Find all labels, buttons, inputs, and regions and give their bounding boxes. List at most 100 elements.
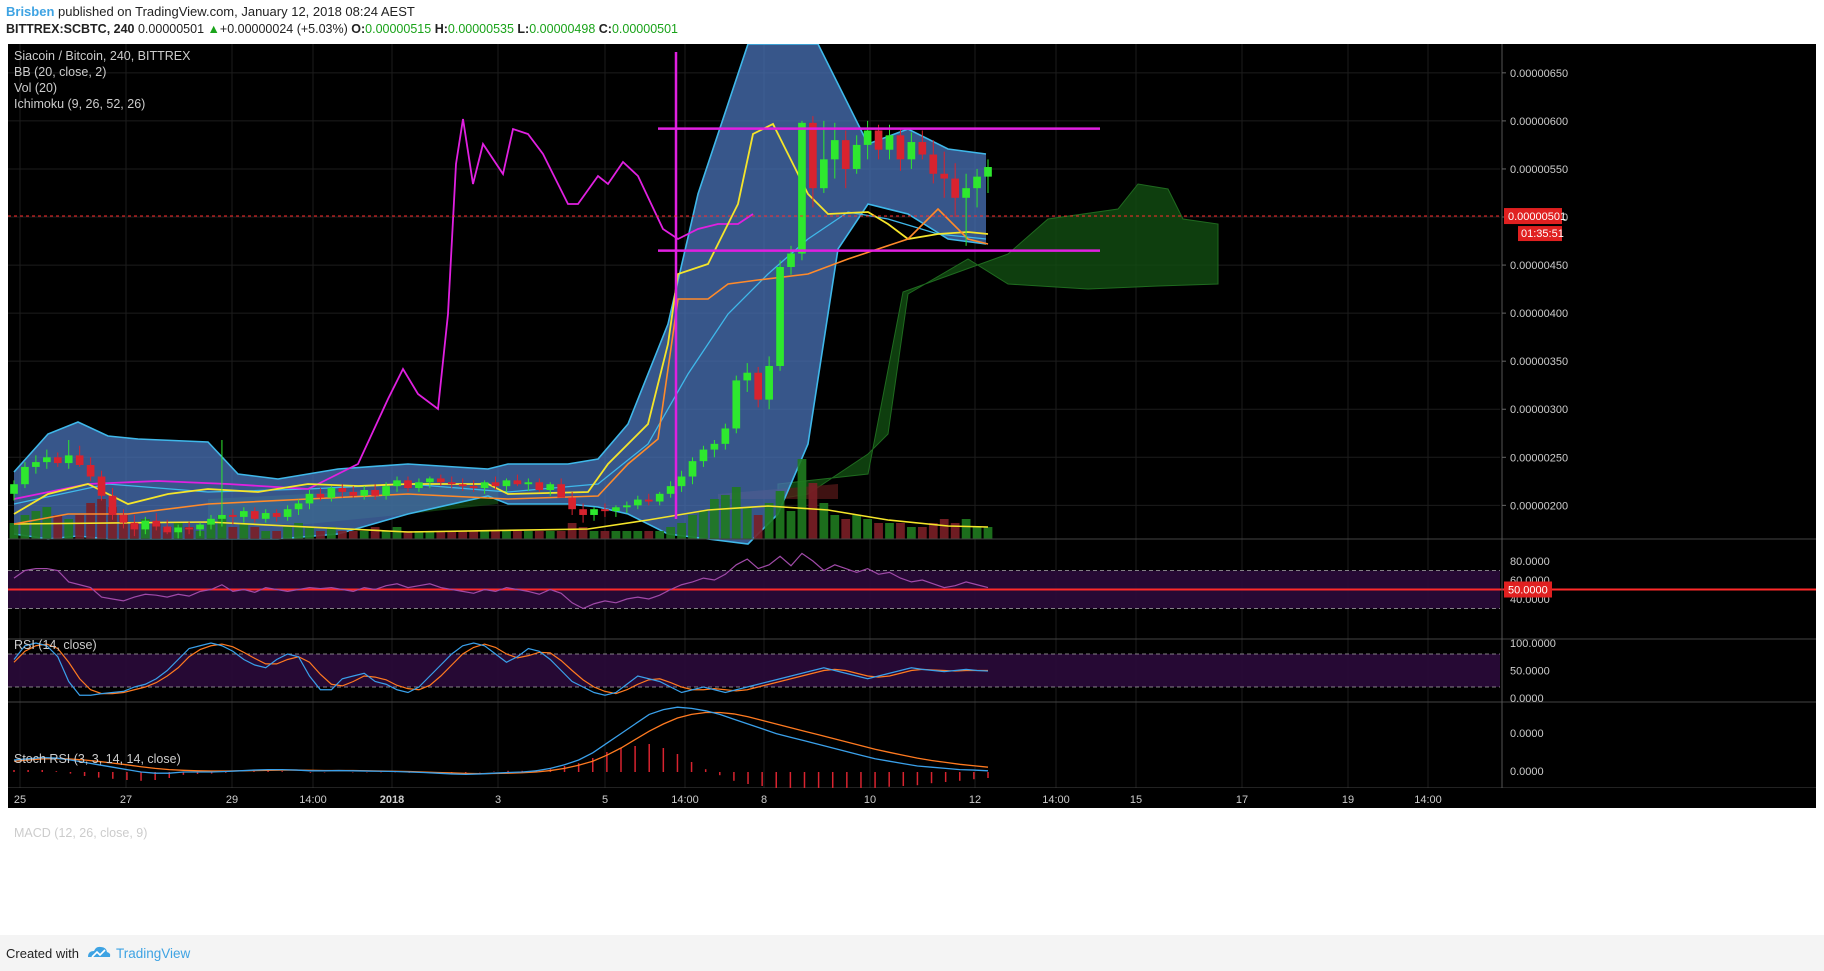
below-chart-bg: [8, 808, 1816, 935]
price-tick-label: 0.00000650: [1510, 68, 1568, 80]
candle-body: [108, 495, 117, 515]
legend-bb[interactable]: BB (20, close, 2): [14, 65, 106, 79]
candle-body: [568, 497, 576, 510]
volume-bar: [589, 531, 599, 539]
up-arrow-icon: ▲: [207, 22, 220, 36]
candlesticks[interactable]: [10, 116, 992, 539]
candle-body: [32, 462, 40, 467]
volume-bar: [381, 531, 391, 539]
time-tick-label: 14:00: [671, 794, 699, 806]
volume-bar: [316, 531, 325, 539]
candle-body: [612, 507, 620, 512]
volume-bar: [64, 519, 74, 539]
volume-bar: [337, 531, 347, 539]
volume-bar: [808, 483, 818, 539]
open-value: 0.00000515: [365, 22, 432, 36]
chart-canvas[interactable]: 0.000006500.000006000.000005500.00000500…: [8, 44, 1816, 935]
current-price-badge: [1504, 208, 1562, 225]
candle-body: [239, 511, 248, 517]
candle-body: [535, 482, 544, 490]
candle-body: [809, 122, 817, 189]
candle-body: [940, 173, 949, 179]
rsi-label[interactable]: RSI (14, close): [14, 638, 97, 652]
open-label: O:: [351, 22, 366, 36]
volume-bar: [359, 531, 369, 539]
author-link[interactable]: Brisben: [6, 4, 55, 19]
volume-bar: [972, 527, 982, 539]
volume-bar: [983, 527, 993, 539]
volume-bar: [458, 531, 468, 539]
kijun-line: [13, 207, 989, 525]
candle-body: [272, 513, 281, 517]
volume-bar: [764, 503, 774, 539]
volume-bar: [425, 531, 435, 539]
time-tick-label: 15: [1130, 794, 1142, 806]
macd-tick-label: 0.0000: [1510, 766, 1544, 778]
volume-bar: [326, 527, 336, 539]
bb-mid: [13, 211, 987, 505]
volume-bar: [928, 523, 938, 539]
price-tick-label: 0.00000400: [1510, 308, 1568, 320]
candle-body: [743, 372, 752, 381]
volume-bar: [392, 527, 402, 539]
candle-body: [579, 509, 587, 515]
volume-bar: [97, 499, 106, 539]
tradingview-logo-icon[interactable]: [86, 943, 112, 963]
candle-body: [75, 455, 84, 465]
volume-bar: [567, 523, 577, 539]
candle-body: [896, 135, 905, 160]
publish-line: Brisben published on TradingView.com, Ja…: [6, 4, 415, 19]
candle-body: [951, 178, 959, 198]
time-tick-label: 8: [761, 794, 767, 806]
stoch-tick-label: 0.0000: [1510, 693, 1544, 705]
stoch-label[interactable]: Stoch RSI (3, 3, 14, 14, close): [14, 752, 181, 766]
tradingview-brand[interactable]: TradingView: [116, 946, 191, 961]
macd-line: [13, 706, 989, 776]
volume-bar: [731, 487, 741, 539]
candle-body: [798, 122, 806, 254]
overlay-lines: [13, 118, 989, 525]
candle-body: [141, 520, 150, 530]
volume-bar: [655, 531, 665, 539]
stoch-band: [8, 654, 1500, 687]
symbol-line: BITTREX:SCBTC, 240 0.00000501 ▲+0.000000…: [6, 22, 678, 36]
volume-bar: [863, 519, 872, 539]
volume-bar: [86, 503, 95, 539]
volume-bar: [403, 531, 413, 539]
time-tick-label: 14:00: [299, 794, 327, 806]
candle-body: [174, 527, 182, 533]
volume-bar: [491, 531, 500, 539]
volume-bar: [874, 523, 883, 539]
footer: Created with TradingView: [0, 935, 1824, 971]
volume-bar: [447, 531, 457, 539]
legend-title: Siacoin / Bitcoin, 240, BITTREX: [14, 49, 191, 63]
price-tick-label: 0.00000350: [1510, 356, 1568, 368]
time-tick-label: 3: [495, 794, 501, 806]
candle-body: [874, 130, 883, 150]
symbol-label[interactable]: BITTREX:SCBTC, 240: [6, 22, 135, 36]
volume-bar: [523, 531, 533, 539]
legend-vol[interactable]: Vol (20): [14, 81, 57, 95]
candle-body: [677, 476, 686, 487]
time-tick-label: 14:00: [1042, 794, 1070, 806]
candle-body: [885, 135, 894, 150]
volume-ma: [13, 505, 989, 533]
candle-body: [305, 493, 314, 504]
candle-body: [776, 266, 784, 366]
volume-bar: [797, 459, 807, 539]
candle-body: [666, 486, 675, 494]
candle-body: [294, 503, 303, 510]
candle-body: [524, 482, 533, 485]
volume-bar: [688, 515, 697, 539]
candle-body: [929, 154, 938, 174]
legend-ichimoku[interactable]: Ichimoku (9, 26, 52, 26): [14, 97, 145, 111]
volume-bar: [819, 503, 829, 539]
macd-label[interactable]: MACD (12, 26, close, 9): [14, 826, 147, 840]
candle-body: [557, 484, 566, 498]
volume-bar: [578, 527, 588, 539]
bb-fill: [14, 44, 986, 544]
high-label: H:: [434, 22, 448, 36]
volume-bar: [556, 531, 566, 539]
low-value: 0.00000498: [529, 22, 596, 36]
volume-bar: [305, 527, 314, 539]
